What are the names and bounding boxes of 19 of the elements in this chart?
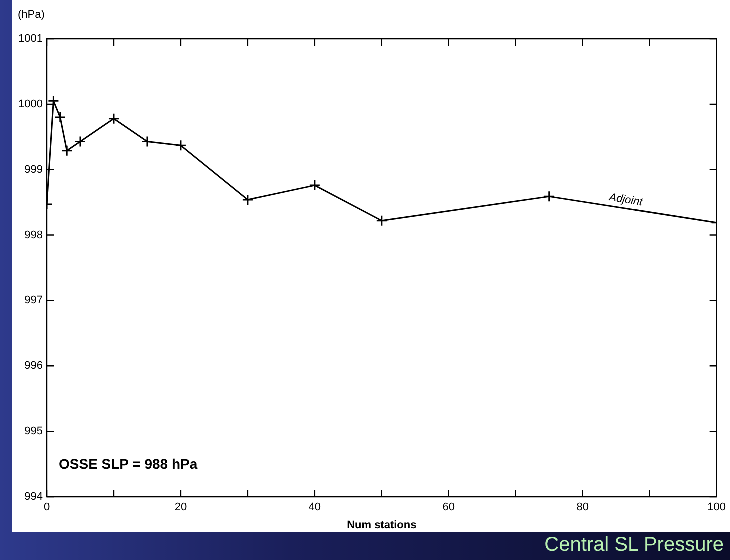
annotation: OSSE SLP = 988 hPa [59, 456, 198, 472]
y-tick-label: 1001 [18, 33, 43, 46]
x-tick-label: 60 [442, 502, 456, 514]
y-tick-label: 997 [24, 294, 43, 307]
text: Adjoint [608, 191, 644, 209]
x-axis-title: Num stations [347, 519, 417, 532]
y-axis-title: (hPa) [18, 9, 45, 22]
text: Central SL Pressure [544, 534, 724, 557]
x-tick-label: 20 [174, 502, 188, 514]
x-tick-label: 40 [308, 502, 322, 514]
y-tick-label: 996 [24, 360, 43, 372]
y-tick-label: 998 [24, 229, 43, 242]
y-tick-label: 1000 [18, 98, 43, 110]
y-tick-label: 995 [24, 426, 43, 438]
y-tick-label: 999 [24, 164, 43, 176]
x-tick-label: 80 [576, 502, 589, 514]
y-tick-label: 994 [24, 491, 43, 504]
x-tick-label: 0 [44, 502, 50, 514]
x-tick-label: 100 [708, 502, 726, 514]
